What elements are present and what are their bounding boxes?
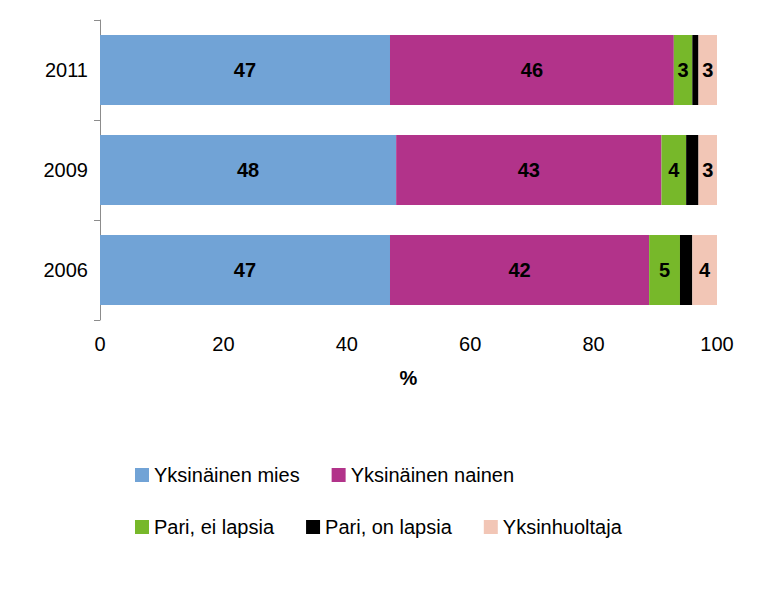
svg-text:2011: 2011 — [45, 59, 88, 81]
svg-text:2009: 2009 — [44, 159, 89, 181]
svg-text:43: 43 — [518, 159, 540, 181]
svg-text:2006: 2006 — [44, 259, 89, 281]
svg-text:4: 4 — [668, 159, 680, 181]
svg-text:48: 48 — [237, 159, 259, 181]
svg-text:Yksinhuoltaja: Yksinhuoltaja — [503, 516, 623, 538]
svg-text:Yksinäinen nainen: Yksinäinen nainen — [351, 464, 514, 486]
svg-text:40: 40 — [336, 333, 358, 355]
svg-text:42: 42 — [508, 259, 530, 281]
svg-text:Yksinäinen mies: Yksinäinen mies — [154, 464, 300, 486]
svg-text:46: 46 — [521, 59, 543, 81]
svg-text:3: 3 — [702, 159, 713, 181]
svg-text:3: 3 — [678, 59, 689, 81]
svg-text:0: 0 — [94, 333, 105, 355]
svg-text:100: 100 — [700, 333, 733, 355]
svg-text:60: 60 — [459, 333, 481, 355]
svg-text:4: 4 — [699, 259, 711, 281]
svg-text:Pari, on lapsia: Pari, on lapsia — [325, 516, 453, 538]
svg-text:80: 80 — [582, 333, 604, 355]
svg-text:%: % — [400, 367, 418, 389]
svg-text:3: 3 — [702, 59, 713, 81]
svg-text:47: 47 — [234, 259, 256, 281]
svg-text:5: 5 — [659, 259, 670, 281]
svg-text:20: 20 — [212, 333, 234, 355]
svg-text:47: 47 — [234, 59, 256, 81]
svg-text:Pari, ei lapsia: Pari, ei lapsia — [154, 516, 275, 538]
